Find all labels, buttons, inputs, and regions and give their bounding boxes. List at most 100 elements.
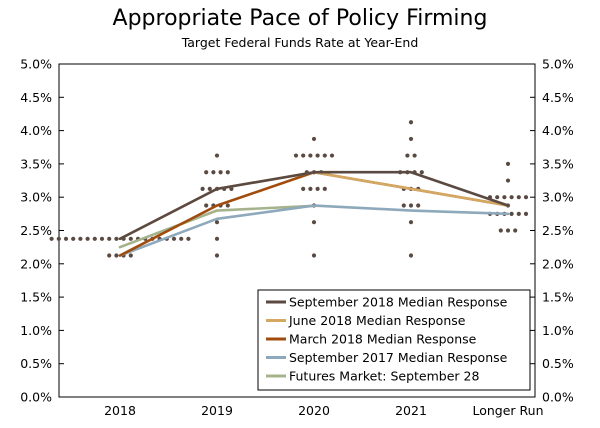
projection-dot	[408, 253, 414, 258]
projection-dot	[107, 253, 112, 258]
legend-label: March 2018 Median Response	[289, 332, 477, 347]
projection-dot	[99, 236, 105, 241]
projection-dot	[56, 236, 61, 241]
y-axis-left: 0.0% 0.5% 1.0% 1.5% 2.0% 2.5% 3.0% 3.5% 4.0% 4.5%…	[20, 57, 64, 405]
y-tick-label-right: 1.5%	[542, 290, 574, 305]
projection-dot	[408, 203, 414, 208]
y-tick-label-left: 0.0%	[20, 390, 52, 405]
projection-dot	[408, 120, 414, 125]
y-tick-label-left: 0.5%	[20, 356, 52, 371]
y-tick-label-left: 2.0%	[20, 256, 52, 271]
projection-dot	[311, 253, 317, 258]
projection-dot	[214, 220, 220, 225]
projection-dot	[311, 136, 317, 142]
projection-dot	[523, 195, 529, 200]
series-line	[118, 170, 510, 241]
projection-dot	[63, 236, 69, 241]
projection-dot	[311, 220, 317, 225]
projection-dot	[401, 203, 406, 208]
y-tick-label-left: 1.5%	[20, 290, 52, 305]
projection-dot	[200, 186, 205, 191]
projection-dot	[71, 236, 76, 241]
legend: September 2018 Median Response June 2018 …	[257, 289, 531, 391]
projection-dot	[49, 236, 54, 241]
y-axis-right: 0.0% 0.5% 1.0% 1.5% 2.0% 2.5% 3.0% 3.5% 4.0% 4.5%…	[530, 57, 574, 405]
projection-dot	[498, 228, 503, 233]
chart-subtitle: Target Federal Funds Rate at Year-End	[181, 35, 419, 50]
series-line	[118, 204, 316, 249]
y-tick-label-right: 2.0%	[542, 256, 574, 271]
projection-dot	[513, 228, 518, 233]
legend-label: September 2018 Median Response	[289, 295, 508, 310]
y-tick-label-right: 4.0%	[542, 123, 574, 138]
projection-dot	[204, 203, 209, 208]
y-tick-label-left: 5.0%	[20, 57, 52, 72]
projection-dot	[214, 253, 220, 258]
projection-dot	[225, 203, 230, 208]
series-line	[118, 204, 510, 257]
projection-dot	[308, 153, 313, 158]
projection-dot	[523, 211, 529, 216]
projection-dot	[509, 211, 514, 216]
projection-dot	[214, 153, 220, 158]
projection-dot	[179, 236, 184, 241]
y-tick-label-right: 0.0%	[542, 390, 574, 405]
projection-dot	[225, 170, 230, 175]
legend-label: September 2017 Median Response	[289, 350, 508, 365]
x-tick-label: 2020	[298, 403, 330, 418]
projection-dot	[322, 153, 327, 158]
projection-dot	[218, 170, 223, 175]
median-lines	[118, 170, 510, 257]
projection-dot	[211, 170, 216, 175]
y-tick-label-left: 1.0%	[20, 323, 52, 338]
projection-dot	[502, 195, 507, 200]
y-tick-label-right: 0.5%	[542, 356, 574, 371]
projection-dot	[186, 236, 191, 241]
projection-dot	[329, 153, 335, 158]
y-tick-label-left: 3.5%	[20, 156, 52, 171]
y-tick-label-right: 3.0%	[542, 190, 574, 205]
projection-dot	[308, 186, 313, 191]
projection-dot	[207, 186, 212, 191]
legend-label: Futures Market: September 28	[289, 369, 479, 384]
projection-dot	[114, 253, 119, 258]
projection-dot	[301, 153, 306, 158]
y-tick-label-left: 4.0%	[20, 123, 52, 138]
projection-dot	[495, 195, 500, 200]
x-tick-label: Longer Run	[472, 403, 543, 418]
projection-dot	[505, 228, 511, 233]
projection-dot	[78, 236, 83, 241]
y-tick-label-right: 3.5%	[542, 156, 574, 171]
projection-dot	[408, 136, 414, 142]
projection-dot	[214, 236, 220, 241]
projection-dot	[128, 236, 133, 241]
y-tick-label-left: 2.5%	[20, 223, 52, 238]
x-axis: 2018 2019 2020 2021 Longer Run	[104, 403, 543, 418]
y-tick-label-right: 1.0%	[542, 323, 574, 338]
legend-label: June 2018 Median Response	[288, 313, 466, 328]
projection-dot	[128, 253, 133, 258]
projection-dot	[204, 170, 209, 175]
projection-dot	[322, 186, 327, 191]
y-tick-label-left: 4.5%	[20, 90, 52, 105]
projection-dot	[107, 236, 112, 241]
projection-dot	[516, 195, 521, 200]
y-tick-label-right: 4.5%	[542, 90, 574, 105]
projection-dot	[412, 153, 417, 158]
projection-dot	[92, 236, 97, 241]
y-tick-label-right: 2.5%	[542, 223, 574, 238]
projection-dot	[171, 236, 177, 241]
projection-dot	[505, 178, 511, 183]
projection-dot	[419, 170, 424, 175]
x-tick-label: 2019	[201, 403, 233, 418]
y-tick-label-right: 5.0%	[542, 57, 574, 72]
chart-title: Appropriate Pace of Policy Firming	[112, 6, 488, 31]
projection-dot	[408, 220, 414, 225]
projection-dot	[85, 236, 90, 241]
x-tick-label: 2021	[395, 403, 427, 418]
projection-dot	[114, 236, 119, 241]
projection-dot	[301, 186, 306, 191]
projection-dot	[315, 153, 320, 158]
projection-dot	[416, 203, 421, 208]
